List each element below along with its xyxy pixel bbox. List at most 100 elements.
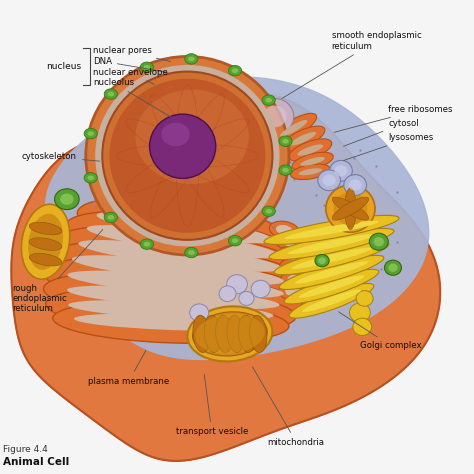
Ellipse shape [288, 234, 375, 254]
Ellipse shape [344, 174, 366, 195]
Ellipse shape [55, 189, 79, 210]
Text: Figure 4.4: Figure 4.4 [3, 445, 48, 454]
Ellipse shape [232, 68, 238, 73]
Ellipse shape [282, 126, 325, 151]
Polygon shape [46, 77, 428, 359]
Ellipse shape [29, 254, 62, 266]
Ellipse shape [227, 275, 247, 294]
Ellipse shape [188, 250, 195, 255]
Text: rough
endoplasmic
reticulum: rough endoplasmic reticulum [12, 229, 103, 313]
Ellipse shape [280, 259, 310, 276]
Text: Animal Cell: Animal Cell [3, 457, 69, 467]
Ellipse shape [232, 238, 238, 243]
Ellipse shape [104, 212, 118, 223]
Ellipse shape [322, 174, 336, 186]
Text: cytosol: cytosol [344, 119, 419, 146]
Ellipse shape [281, 271, 311, 288]
Ellipse shape [239, 292, 254, 305]
Ellipse shape [97, 212, 273, 243]
Ellipse shape [140, 62, 154, 73]
Ellipse shape [284, 269, 379, 304]
Ellipse shape [290, 132, 316, 146]
Ellipse shape [295, 261, 368, 283]
Ellipse shape [216, 315, 233, 353]
Ellipse shape [280, 120, 307, 137]
Ellipse shape [108, 91, 114, 96]
Ellipse shape [28, 214, 63, 270]
Ellipse shape [274, 242, 389, 275]
Ellipse shape [384, 260, 401, 275]
Ellipse shape [84, 128, 97, 139]
Ellipse shape [329, 160, 352, 181]
Ellipse shape [188, 306, 273, 362]
Text: smooth endoplasmic
reticulum: smooth endoplasmic reticulum [282, 31, 421, 99]
Ellipse shape [299, 275, 365, 298]
Ellipse shape [292, 247, 372, 269]
Ellipse shape [21, 204, 70, 279]
Ellipse shape [279, 165, 292, 175]
Ellipse shape [192, 312, 267, 356]
Ellipse shape [299, 168, 322, 175]
Ellipse shape [44, 271, 303, 324]
Ellipse shape [348, 179, 362, 191]
Ellipse shape [190, 304, 209, 321]
Ellipse shape [251, 280, 270, 298]
Ellipse shape [228, 236, 242, 246]
Ellipse shape [72, 255, 284, 285]
Ellipse shape [285, 287, 302, 297]
Ellipse shape [265, 209, 272, 214]
Ellipse shape [356, 291, 373, 306]
Ellipse shape [238, 315, 255, 353]
Ellipse shape [353, 318, 372, 336]
Polygon shape [11, 93, 440, 461]
Ellipse shape [332, 197, 369, 220]
Ellipse shape [326, 185, 375, 232]
Text: DNA: DNA [93, 57, 166, 72]
Ellipse shape [53, 301, 289, 343]
Ellipse shape [65, 211, 300, 272]
Ellipse shape [185, 247, 198, 258]
Ellipse shape [87, 175, 94, 180]
Ellipse shape [77, 198, 293, 257]
Ellipse shape [369, 233, 388, 250]
Ellipse shape [102, 72, 273, 240]
Ellipse shape [263, 106, 287, 128]
Ellipse shape [29, 238, 62, 250]
Ellipse shape [333, 192, 367, 225]
Ellipse shape [67, 271, 283, 298]
Ellipse shape [279, 283, 309, 301]
Ellipse shape [136, 90, 249, 184]
Text: nucleus: nucleus [46, 62, 81, 71]
Ellipse shape [95, 65, 280, 246]
Ellipse shape [219, 286, 236, 301]
Ellipse shape [87, 225, 279, 258]
Ellipse shape [269, 228, 394, 260]
Ellipse shape [262, 206, 275, 217]
Ellipse shape [289, 283, 374, 318]
Ellipse shape [140, 239, 154, 249]
Ellipse shape [144, 242, 150, 246]
Ellipse shape [195, 314, 264, 354]
Ellipse shape [275, 233, 305, 250]
Ellipse shape [286, 263, 303, 272]
Ellipse shape [318, 170, 340, 191]
Ellipse shape [300, 157, 325, 166]
Ellipse shape [374, 237, 384, 246]
Ellipse shape [104, 89, 118, 99]
Ellipse shape [264, 215, 399, 245]
Ellipse shape [278, 246, 308, 264]
Ellipse shape [84, 173, 97, 183]
Ellipse shape [315, 255, 329, 267]
Ellipse shape [56, 226, 305, 286]
Ellipse shape [284, 250, 301, 260]
Ellipse shape [78, 240, 282, 272]
Ellipse shape [188, 56, 195, 61]
Ellipse shape [334, 165, 347, 176]
Ellipse shape [288, 275, 305, 284]
Ellipse shape [150, 114, 216, 178]
Text: cytoskeleton: cytoskeleton [22, 152, 100, 161]
Ellipse shape [67, 285, 280, 310]
Ellipse shape [271, 113, 317, 143]
Text: plasma membrane: plasma membrane [88, 350, 169, 386]
Text: Golgi complex: Golgi complex [338, 312, 421, 350]
